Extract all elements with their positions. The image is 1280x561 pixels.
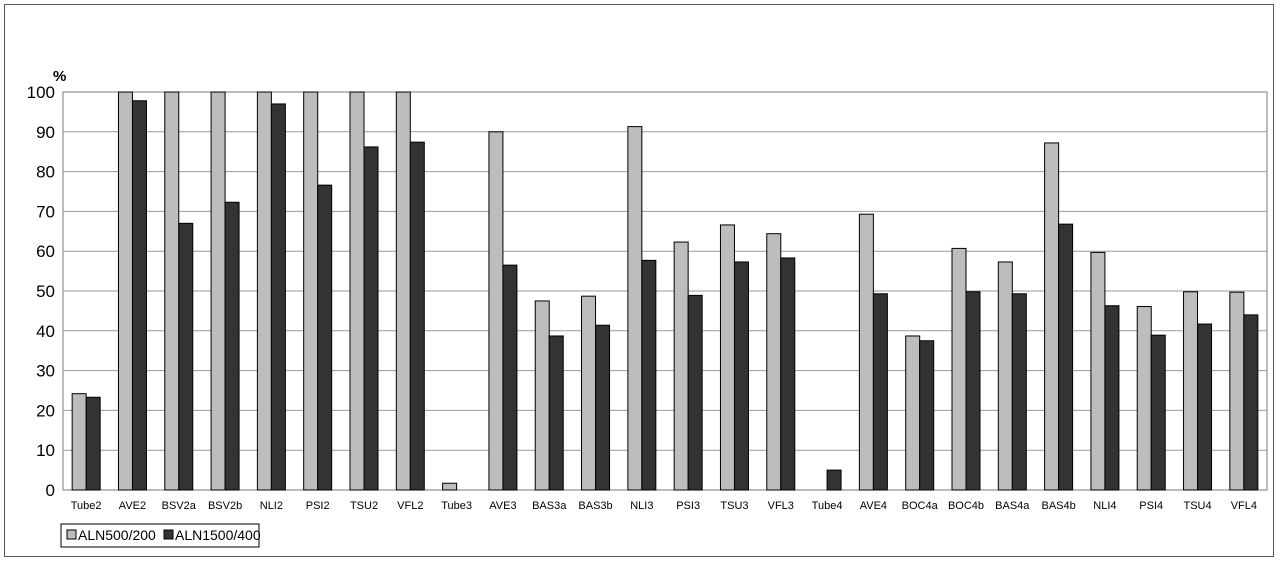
bar-VFL2-aln1500 (409, 141, 425, 491)
bar-BAS4b-aln1500 (1058, 223, 1074, 491)
bar-BSV2a-aln500 (164, 91, 180, 491)
category-label-BOC4a: BOC4a (902, 500, 939, 512)
bar-AVE4-aln1500 (872, 293, 888, 491)
bar-VFL4-aln1500 (1243, 314, 1259, 491)
bar-BAS4a-aln1500 (1011, 293, 1027, 491)
category-label-BAS4b: BAS4b (1041, 500, 1075, 512)
bar-PSI2-aln500 (303, 91, 319, 491)
bar-Tube2-aln1500 (85, 396, 101, 491)
y-tick-labels: 0 10 20 30 40 50 60 70 80 90 100 (27, 83, 55, 500)
bars (71, 91, 1259, 491)
bar-AVE3-aln500 (488, 131, 504, 491)
bar-PSI4-aln1500 (1150, 334, 1166, 491)
y-tick-0: 0 (46, 481, 55, 500)
bar-Tube2-aln500 (71, 393, 87, 491)
bar-NLI3-aln500 (627, 126, 643, 491)
bar-AVE2-aln500 (117, 91, 133, 491)
bar-TSU4-aln1500 (1197, 323, 1213, 491)
legend-label-aln500: ALN500/200 (78, 527, 156, 543)
y-tick-80: 80 (36, 163, 55, 182)
category-label-Tube3: Tube3 (441, 500, 472, 512)
category-label-BSV2a: BSV2a (162, 500, 197, 512)
bar-PSI3-aln1500 (687, 294, 703, 491)
legend-label-aln1500: ALN1500/400 (175, 527, 261, 543)
bar-PSI2-aln1500 (317, 184, 333, 491)
bar-BOC4b-aln500 (951, 247, 967, 491)
bar-BAS3a-aln1500 (548, 335, 564, 491)
bar-VFL4-aln500 (1229, 291, 1245, 491)
category-label-AVE2: AVE2 (119, 500, 146, 512)
bar-PSI3-aln500 (673, 241, 689, 491)
bar-TSU3-aln1500 (733, 261, 749, 491)
category-label-PSI3: PSI3 (676, 500, 700, 512)
legend-swatch-aln500 (66, 529, 77, 540)
legend-box (60, 523, 260, 548)
y-tick-40: 40 (36, 322, 55, 341)
category-label-BAS3a: BAS3a (532, 500, 567, 512)
category-label-VFL2: VFL2 (397, 500, 423, 512)
bar-BSV2b-aln1500 (224, 201, 240, 491)
category-label-AVE3: AVE3 (489, 500, 516, 512)
bar-AVE3-aln1500 (502, 264, 518, 491)
y-tick-60: 60 (36, 242, 55, 261)
category-label-PSI2: PSI2 (306, 500, 330, 512)
category-label-AVE4: AVE4 (860, 500, 887, 512)
bar-BAS4a-aln500 (997, 261, 1013, 491)
chart-frame: 0 10 20 30 40 50 60 70 80 90 100 % Tube2 AVE2 BSV2a B… (4, 4, 1274, 557)
category-label-Tube4: Tube4 (812, 500, 843, 512)
category-label-Tube2: Tube2 (71, 500, 102, 512)
y-tick-90: 90 (36, 123, 55, 142)
y-tick-20: 20 (36, 401, 55, 420)
y-tick-100: 100 (27, 83, 55, 102)
bar-VFL3-aln1500 (780, 257, 796, 491)
y-tick-30: 30 (36, 362, 55, 381)
category-label-VFL4: VFL4 (1231, 500, 1257, 512)
category-labels: Tube2 AVE2 BSV2a BSV2b NLI2 PSI2 TSU2 VFL2 Tube3… (71, 500, 1257, 512)
bar-AVE2-aln1500 (131, 100, 147, 491)
bar-AVE4-aln500 (858, 213, 874, 491)
bar-BAS3b-aln1500 (595, 324, 611, 491)
category-label-NLI2: NLI2 (260, 500, 283, 512)
category-label-TSU3: TSU3 (720, 500, 748, 512)
bar-BSV2a-aln1500 (178, 222, 194, 491)
y-axis-unit-label: % (53, 68, 66, 85)
category-label-PSI4: PSI4 (1139, 500, 1163, 512)
legend-swatch-aln1500 (163, 529, 174, 540)
bar-Tube4-aln1500 (826, 469, 842, 491)
y-tick-70: 70 (36, 202, 55, 221)
bar-VFL2-aln500 (395, 91, 411, 491)
bar-TSU2-aln500 (349, 91, 365, 491)
y-tick-10: 10 (36, 441, 55, 460)
bar-BOC4a-aln1500 (919, 340, 935, 491)
category-label-VFL3: VFL3 (768, 500, 794, 512)
bar-TSU2-aln1500 (363, 146, 379, 491)
category-label-TSU2: TSU2 (350, 500, 378, 512)
category-label-BSV2b: BSV2b (208, 500, 242, 512)
category-label-NLI4: NLI4 (1093, 500, 1116, 512)
bar-BAS4b-aln500 (1044, 142, 1060, 491)
bar-NLI2-aln500 (256, 91, 272, 491)
bar-Tube3-aln500 (442, 482, 458, 491)
bar-NLI4-aln500 (1090, 251, 1106, 491)
bar-TSU3-aln500 (719, 224, 735, 491)
bar-NLI4-aln1500 (1104, 305, 1120, 491)
bar-BAS3a-aln500 (534, 300, 550, 491)
bar-TSU4-aln500 (1183, 291, 1199, 491)
category-label-BOC4b: BOC4b (948, 500, 984, 512)
legend: ALN500/200 ALN1500/400 (60, 523, 261, 548)
bar-VFL3-aln500 (766, 233, 782, 491)
category-label-TSU4: TSU4 (1183, 500, 1211, 512)
bar-BSV2b-aln500 (210, 91, 226, 491)
bar-chart: 0 10 20 30 40 50 60 70 80 90 100 % Tube2 AVE2 BSV2a B… (27, 68, 1268, 548)
bar-BOC4b-aln1500 (965, 291, 981, 491)
y-tick-50: 50 (36, 282, 55, 301)
bar-PSI4-aln500 (1136, 306, 1152, 491)
category-label-BAS3b: BAS3b (578, 500, 612, 512)
category-label-BAS4a: BAS4a (995, 500, 1030, 512)
bar-BAS3b-aln500 (581, 295, 597, 491)
bar-NLI3-aln1500 (641, 259, 657, 491)
bar-NLI2-aln1500 (270, 103, 286, 491)
bar-BOC4a-aln500 (905, 335, 921, 491)
category-label-NLI3: NLI3 (630, 500, 653, 512)
